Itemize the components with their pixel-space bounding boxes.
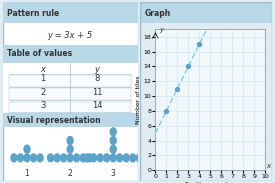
- FancyBboxPatch shape: [3, 113, 138, 127]
- FancyBboxPatch shape: [3, 2, 138, 181]
- Text: 14: 14: [92, 101, 102, 110]
- Circle shape: [110, 137, 116, 144]
- Text: 11: 11: [92, 88, 102, 97]
- Point: [197, 43, 202, 46]
- Circle shape: [91, 154, 97, 162]
- X-axis label: Position number: Position number: [185, 182, 236, 183]
- Point: [164, 109, 169, 112]
- Point: [175, 87, 180, 90]
- FancyBboxPatch shape: [9, 88, 131, 100]
- Point: [186, 65, 191, 68]
- Text: 2: 2: [68, 169, 73, 178]
- Circle shape: [80, 154, 86, 162]
- Text: Pattern rule: Pattern rule: [7, 9, 59, 18]
- Text: y: y: [159, 27, 163, 33]
- FancyBboxPatch shape: [9, 102, 131, 114]
- Circle shape: [54, 154, 60, 162]
- Text: x: x: [266, 163, 271, 169]
- Text: 2: 2: [40, 88, 46, 97]
- Text: Graph: Graph: [144, 9, 170, 18]
- Circle shape: [61, 154, 67, 162]
- Circle shape: [110, 145, 116, 153]
- Text: 3: 3: [111, 169, 116, 178]
- FancyBboxPatch shape: [3, 63, 138, 113]
- Circle shape: [24, 154, 30, 162]
- Circle shape: [74, 154, 79, 162]
- Text: Table of values: Table of values: [7, 49, 72, 58]
- FancyBboxPatch shape: [3, 2, 138, 23]
- Circle shape: [136, 154, 142, 162]
- Circle shape: [48, 154, 54, 162]
- Circle shape: [130, 154, 136, 162]
- Text: y = 3x + 5: y = 3x + 5: [48, 31, 93, 40]
- Circle shape: [67, 154, 73, 162]
- Circle shape: [117, 154, 123, 162]
- Text: Visual representation: Visual representation: [7, 116, 100, 125]
- Text: 8: 8: [94, 74, 100, 83]
- FancyBboxPatch shape: [3, 45, 138, 63]
- Circle shape: [11, 154, 17, 162]
- Circle shape: [18, 154, 23, 162]
- Circle shape: [84, 154, 90, 162]
- Circle shape: [110, 154, 116, 162]
- Text: 3: 3: [40, 101, 46, 110]
- Circle shape: [97, 154, 103, 162]
- Y-axis label: Number of tiles: Number of tiles: [136, 75, 141, 124]
- Circle shape: [104, 154, 110, 162]
- Circle shape: [123, 154, 129, 162]
- Circle shape: [67, 137, 73, 144]
- Text: 1: 1: [40, 74, 46, 83]
- Circle shape: [37, 154, 43, 162]
- FancyBboxPatch shape: [140, 2, 272, 23]
- Text: y: y: [95, 65, 100, 74]
- Circle shape: [24, 145, 30, 153]
- FancyBboxPatch shape: [9, 75, 131, 87]
- Circle shape: [110, 128, 116, 136]
- Text: x: x: [41, 65, 46, 74]
- Circle shape: [31, 154, 37, 162]
- Text: 1: 1: [25, 169, 29, 178]
- Circle shape: [67, 145, 73, 153]
- Circle shape: [87, 154, 93, 162]
